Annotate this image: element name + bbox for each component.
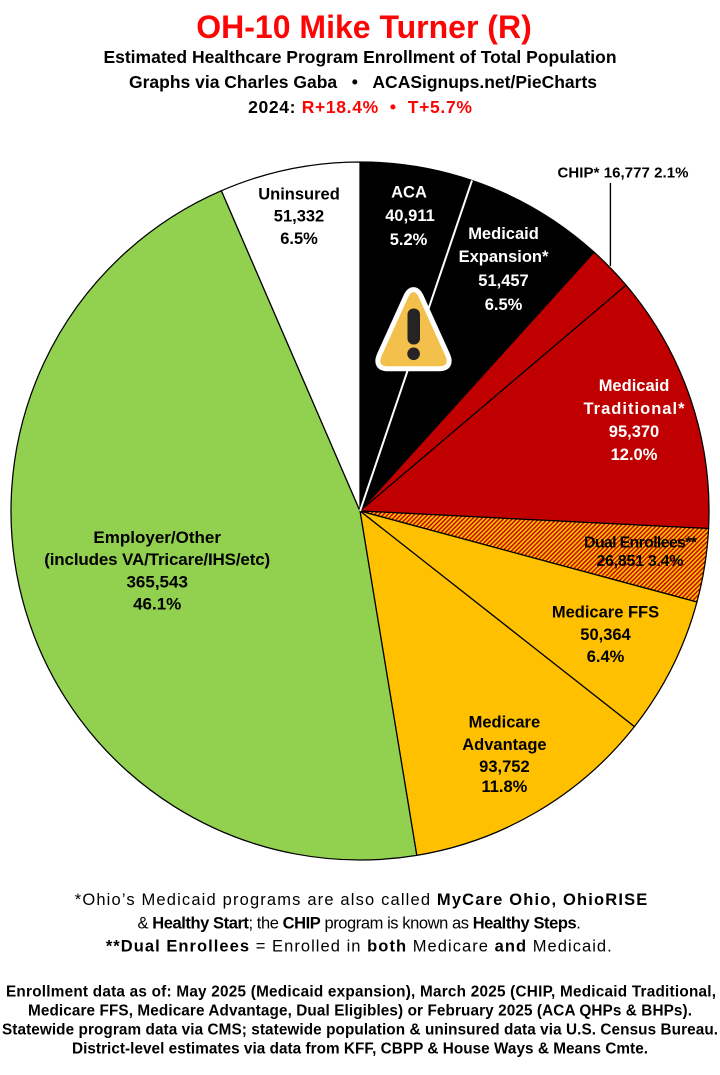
svg-text:Graphs via Charles Gaba •: Graphs via Charles Gaba • ACASignups.net… [129, 72, 597, 92]
svg-text:50,364: 50,364 [580, 626, 631, 644]
svg-text:2024: R+18.4% • T+5.7%: 2024: R+18.4% • T+5.7% [248, 97, 472, 117]
svg-text:OH-10 Mike Turner (R): OH-10 Mike Turner (R) [196, 9, 531, 45]
svg-text:Medicare FFS: Medicare FFS [552, 604, 659, 622]
svg-text:6.5%: 6.5% [280, 230, 318, 248]
svg-text:Medicaid: Medicaid [599, 377, 670, 395]
svg-text:CHIP* 16,777 2.1%: CHIP* 16,777 2.1% [558, 165, 689, 182]
svg-text:Uninsured: Uninsured [258, 185, 340, 203]
svg-text:51,332: 51,332 [274, 208, 324, 226]
svg-text:*Ohio’s Medicaid programs are: *Ohio’s Medicaid programs are also calle… [75, 891, 648, 909]
svg-text:12.0%: 12.0% [611, 446, 658, 464]
svg-text:Statewide program data via CMS: Statewide program data via CMS; statewid… [2, 1022, 718, 1039]
svg-text:6.5%: 6.5% [485, 296, 523, 314]
svg-text:Medicare: Medicare [469, 714, 541, 732]
svg-text:**Dual Enrollees = Enrolled in: **Dual Enrollees = Enrolled in both Medi… [106, 938, 612, 956]
svg-text:95,370: 95,370 [609, 423, 659, 441]
svg-text:Medicaid: Medicaid [468, 225, 539, 243]
svg-text:5.2%: 5.2% [390, 231, 428, 249]
svg-text:11.8%: 11.8% [481, 778, 527, 796]
svg-text:6.4%: 6.4% [587, 648, 625, 666]
svg-text:Employer/Other: Employer/Other [93, 528, 221, 547]
svg-text:Estimated Healthcare Program E: Estimated Healthcare Program Enrollment … [103, 47, 616, 67]
svg-text:& Healthy Start; the CHIP prog: & Healthy Start; the CHIP program is kno… [138, 914, 581, 932]
svg-text:ACA: ACA [391, 184, 427, 202]
svg-text:365,543: 365,543 [126, 572, 187, 591]
svg-text:(includes VA/Tricare/IHS/etc): (includes VA/Tricare/IHS/etc) [44, 550, 270, 569]
svg-text:93,752: 93,752 [479, 758, 529, 776]
svg-text:26,851 3.4%: 26,851 3.4% [597, 553, 684, 570]
svg-text:Advantage: Advantage [462, 736, 546, 754]
svg-text:District-level estimates via d: District-level estimates via data from K… [72, 1041, 648, 1058]
svg-text:Medicare FFS, Medicare Advanta: Medicare FFS, Medicare Advantage, Dual E… [28, 1003, 692, 1020]
svg-text:46.1%: 46.1% [133, 595, 181, 614]
svg-text:Expansion*: Expansion* [459, 248, 549, 266]
svg-text:40,911: 40,911 [385, 207, 435, 225]
svg-text:Enrollment data as of: May 202: Enrollment data as of: May 2025 (Medicai… [6, 984, 716, 1001]
svg-text:51,457: 51,457 [478, 272, 528, 290]
svg-text:Traditional*: Traditional* [584, 400, 686, 418]
svg-text:Dual Enrollees**: Dual Enrollees** [584, 535, 698, 552]
